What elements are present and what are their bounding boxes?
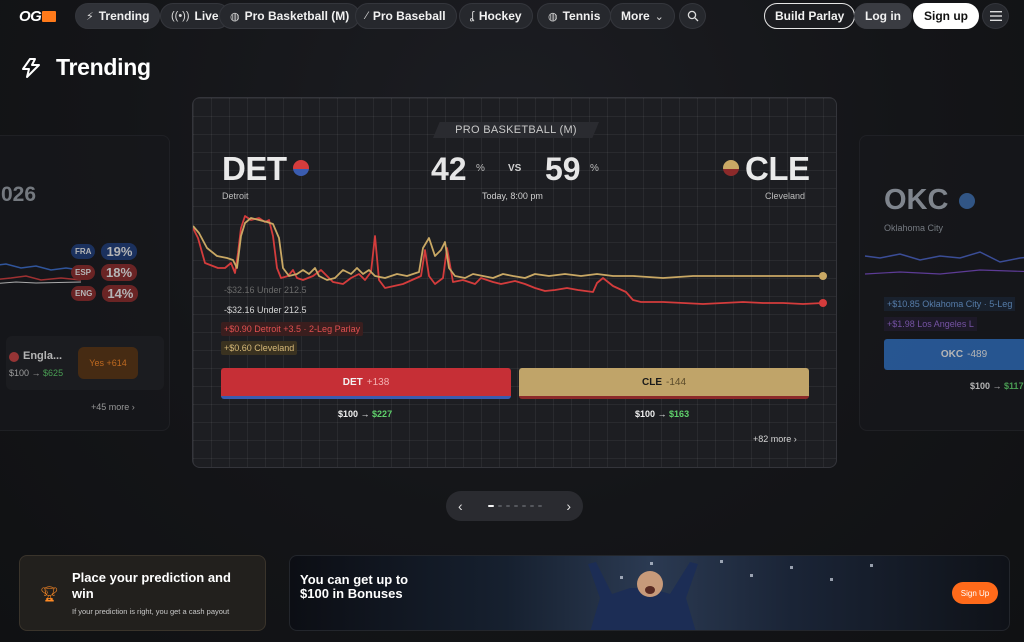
home-team-name: Detroit <box>222 191 249 201</box>
bonus-banner[interactable]: You can get up to $100 in Bonuses Sign U… <box>289 555 1010 631</box>
nav-item-trending[interactable]: ⚡ Trending <box>75 3 161 29</box>
carousel-dot[interactable] <box>487 505 494 507</box>
det-payout: $100 → $227 <box>338 409 393 419</box>
prediction-banner-title: Place your prediction and win <box>72 570 231 601</box>
outcome-row[interactable]: FRA 19% <box>71 243 138 260</box>
det-odds-endpoint <box>819 299 827 307</box>
england-flag-icon <box>9 352 19 362</box>
page-title: Trending <box>56 54 151 80</box>
carousel-pager: ‹ › <box>446 491 583 521</box>
trending-header: Trending <box>20 54 151 81</box>
carousel-dot[interactable] <box>529 505 534 507</box>
menu-button[interactable] <box>982 3 1009 29</box>
bonus-signup-button[interactable]: Sign Up <box>952 582 998 604</box>
activity-item: +$0.60 Cleveland <box>221 341 298 355</box>
activity-item: -$32.16 Under 212.5 <box>224 305 307 315</box>
baseball-icon: ⁄ <box>366 10 368 22</box>
left-pick-payout: $100 → $625 <box>9 368 64 378</box>
carousel-dot[interactable] <box>497 505 502 507</box>
hockey-icon: ʆ <box>470 10 474 22</box>
activity-item: -$32.16 Under 212.5 <box>224 285 307 295</box>
det-bet-button[interactable]: DET +138 <box>221 368 511 399</box>
chevron-right-icon[interactable]: › <box>566 498 571 514</box>
carousel-dots <box>487 505 542 507</box>
outcome-list: FRA 19% ESP 18% ENG 14% <box>71 243 139 302</box>
hamburger-icon <box>989 11 1002 21</box>
trophy-icon: 🏆︎ <box>40 586 60 603</box>
og-logo[interactable]: OG <box>19 8 57 25</box>
det-odds-line <box>193 215 824 305</box>
market-card-right[interactable]: OKC Oklahoma City +$10.85 Oklahoma City … <box>859 135 1024 431</box>
detroit-team-logo-icon <box>293 160 309 176</box>
okc-payout: $100 → $117 <box>970 381 1024 391</box>
carousel-dot[interactable] <box>505 505 510 507</box>
away-pct: 59 <box>545 151 581 187</box>
search-button[interactable] <box>679 3 706 29</box>
home-pct: 42 <box>431 151 467 187</box>
home-team-abbr: DET <box>222 150 287 187</box>
chevron-right-icon: › <box>793 434 797 444</box>
prediction-banner[interactable]: 🏆︎ Place your prediction and win If your… <box>19 555 266 631</box>
vs-label: VS <box>508 163 522 174</box>
more-markets-link[interactable]: +82 more › <box>753 434 797 444</box>
nav-item-live[interactable]: ((•)) Live <box>160 3 230 29</box>
away-team-name: Cleveland <box>765 191 806 201</box>
okc-bet-button[interactable]: OKC -489 <box>884 339 1024 370</box>
search-icon <box>687 10 698 22</box>
signup-button[interactable]: Sign up <box>913 3 979 29</box>
nav-item-pro-baseball[interactable]: ⁄ Pro Baseball <box>355 3 457 29</box>
live-signal-icon: ((•)) <box>171 10 190 22</box>
away-team-abbr: CLE <box>745 150 810 187</box>
game-time: Today, 8:00 pm <box>482 191 543 201</box>
cle-payout: $100 → $163 <box>635 409 690 419</box>
celebrating-fan-image <box>588 562 698 630</box>
nav-item-hockey[interactable]: ʆ Hockey <box>459 3 533 29</box>
activity-item: +$0.90 Detroit +3.5 · 2-Leg Parlay <box>221 322 364 336</box>
bolt-icon: ⚡ <box>86 10 94 23</box>
yes-button[interactable]: Yes +614 <box>78 347 138 379</box>
carousel-dot[interactable] <box>521 505 526 507</box>
cle-bet-button[interactable]: CLE -144 <box>519 368 809 399</box>
right-mini-chart <box>864 251 1024 275</box>
nav-item-tennis[interactable]: ◍ Tennis <box>537 3 612 29</box>
chevron-down-icon: ⌄ <box>654 10 664 23</box>
tennis-icon: ◍ <box>548 10 558 23</box>
nav-item-more[interactable]: More ⌄ <box>610 3 675 29</box>
top-nav: OG ⚡ Trending ((•)) Live ◍ Pro Basketbal… <box>0 0 1024 31</box>
build-parlay-button[interactable]: Build Parlay <box>764 3 856 29</box>
left-more-link[interactable]: +45 more › <box>91 402 135 412</box>
basketball-icon: ◍ <box>230 10 240 23</box>
carousel-dot[interactable] <box>513 505 518 507</box>
carousel-dot[interactable] <box>537 505 542 507</box>
nav-item-pro-basketball[interactable]: ◍ Pro Basketball (M) <box>219 3 361 29</box>
outcome-row[interactable]: ENG 14% <box>71 285 139 302</box>
cle-odds-line <box>193 217 823 281</box>
market-card-left[interactable]: 026 FRA 19% ESP 18% ENG 14% Engla... $10… <box>0 135 170 431</box>
league-tag: PRO BASKETBALL (M) <box>433 122 599 138</box>
left-pick-box: Engla... $100 → $625 Yes +614 <box>6 336 164 390</box>
featured-game-card[interactable]: PRO BASKETBALL (M) DET Detroit 42 % VS 5… <box>192 97 837 468</box>
prediction-banner-subtitle: If your prediction is right, you get a c… <box>72 607 230 616</box>
odds-history-chart <box>193 215 827 307</box>
outcome-row[interactable]: ESP 18% <box>71 264 138 281</box>
chevron-left-icon[interactable]: ‹ <box>458 498 463 514</box>
bolt-icon <box>22 57 40 78</box>
cleveland-team-logo-icon <box>723 160 739 176</box>
bonus-banner-title: You can get up to $100 in Bonuses <box>300 572 409 601</box>
okc-team-dot <box>959 193 975 209</box>
login-button[interactable]: Log in <box>854 3 912 29</box>
cle-odds-endpoint <box>819 272 827 280</box>
left-mini-chart <box>0 263 81 284</box>
